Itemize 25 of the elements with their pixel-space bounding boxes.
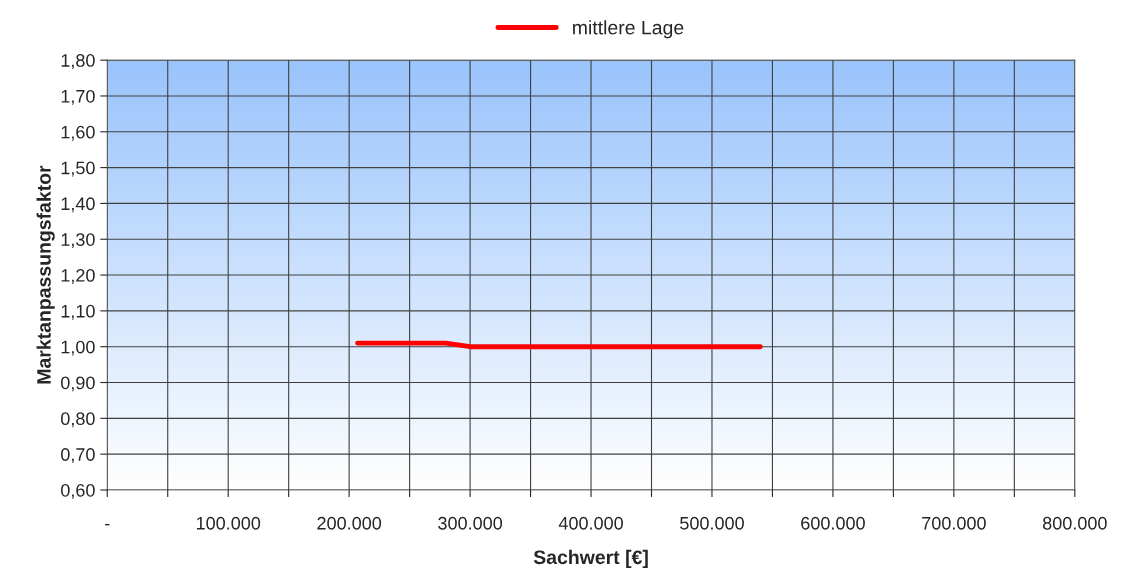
y-tick-label: 1,40: [61, 197, 95, 213]
y-tick-label: 0,90: [61, 376, 95, 392]
y-tick-label: 1,30: [61, 233, 95, 249]
y-tick-label: 1,10: [61, 304, 95, 320]
y-tick-label: 1,00: [61, 340, 95, 356]
x-tick-label: 700.000: [922, 516, 986, 530]
y-tick-label: 0,60: [61, 483, 95, 499]
y-tick-label: 1,20: [61, 269, 95, 284]
y-tick-label: 1,50: [61, 161, 95, 177]
x-tick-label: 800.000: [1042, 516, 1107, 530]
y-axis-title: Marktanpassungsfaktor: [36, 165, 55, 384]
y-tick-label: 1,60: [61, 125, 95, 141]
x-tick-label: 600.000: [801, 516, 865, 530]
legend-label: mittlere Lage: [573, 20, 684, 39]
x-tick-label: -: [105, 523, 110, 526]
x-axis-title: Sachwert [€]: [533, 549, 648, 568]
x-tick-label: 300.000: [438, 516, 503, 530]
x-tick-label: 500.000: [680, 516, 744, 530]
y-tick-label: 0,80: [61, 412, 95, 428]
y-tick-label: 0,70: [61, 448, 95, 464]
y-tick-label: 1,70: [61, 89, 95, 105]
x-tick-label: 200.000: [317, 516, 382, 530]
x-tick-label: 400.000: [558, 516, 623, 530]
x-tick-label: 100.000: [196, 516, 261, 530]
y-tick-label: 1,80: [61, 54, 95, 69]
